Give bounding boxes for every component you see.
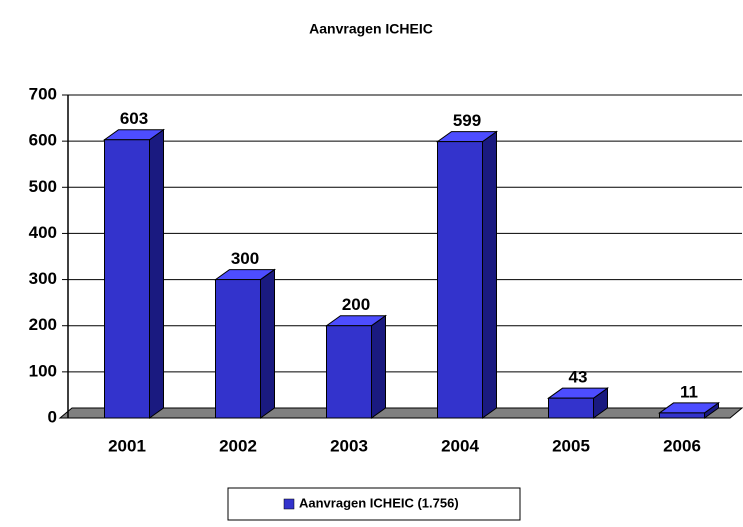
bar-side	[260, 268, 275, 419]
data-label: 603	[120, 109, 148, 128]
chart-title: Aanvragen ICHEIC	[309, 21, 433, 37]
y-tick-label: 400	[29, 223, 57, 242]
data-label: 300	[231, 249, 259, 268]
bar-side	[482, 130, 497, 419]
legend: Aanvragen ICHEIC (1.756)	[227, 487, 521, 521]
bar	[659, 412, 705, 419]
floor	[58, 407, 743, 419]
y-tick-label: 200	[29, 315, 57, 334]
x-tick-label: 2001	[108, 436, 146, 455]
data-label: 599	[453, 111, 481, 130]
bar-side	[371, 314, 386, 419]
y-tick-label: 0	[48, 407, 57, 426]
x-tick-label: 2002	[219, 436, 257, 455]
y-tick-label: 100	[29, 361, 57, 380]
x-tick-label: 2006	[663, 436, 701, 455]
x-tick-label: 2004	[441, 436, 479, 455]
y-tick-label: 300	[29, 269, 57, 288]
legend-box	[227, 487, 521, 521]
legend-label: Aanvragen ICHEIC (1.756)	[299, 495, 459, 510]
bar	[104, 139, 150, 419]
y-tick-label: 600	[29, 131, 57, 150]
x-tick-label: 2005	[552, 436, 590, 455]
bar	[215, 279, 261, 419]
data-label: 200	[342, 295, 370, 314]
bar-side	[149, 128, 164, 419]
data-label: 43	[569, 368, 588, 387]
legend-swatch	[283, 498, 295, 510]
bar	[548, 397, 594, 419]
data-label: 11	[680, 382, 698, 401]
bar	[326, 325, 372, 419]
x-tick-label: 2003	[330, 436, 368, 455]
y-tick-label: 500	[29, 177, 57, 196]
y-tick-label: 700	[29, 84, 57, 103]
bar	[437, 141, 483, 419]
